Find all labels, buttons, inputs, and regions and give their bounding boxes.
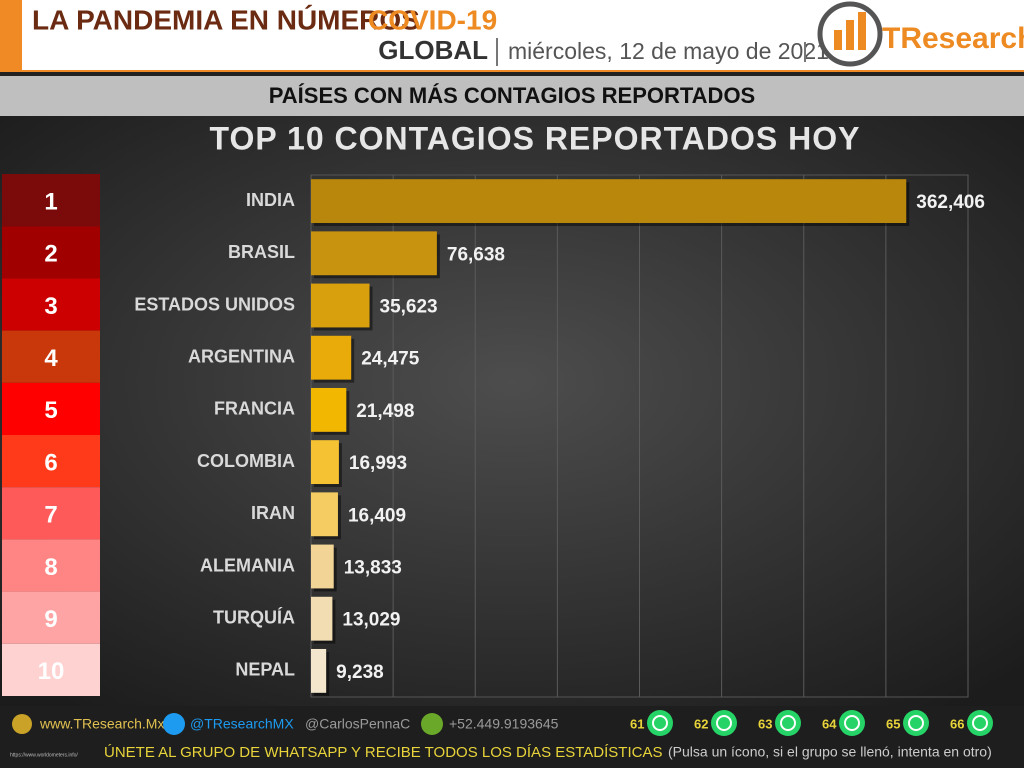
category-label: INDIA <box>246 190 295 210</box>
footer-source: https://www.worldometers.info/ <box>10 752 78 758</box>
value-label: 13,833 <box>344 558 402 579</box>
rank: 8 <box>44 554 57 581</box>
whatsapp-icon[interactable] <box>839 710 865 736</box>
value-label: 362,406 <box>916 192 985 213</box>
whatsapp-icon[interactable] <box>647 710 673 736</box>
rank-box <box>2 539 100 592</box>
bar <box>311 231 437 276</box>
bar <box>311 544 334 589</box>
category-label: ESTADOS UNIDOS <box>134 294 295 314</box>
group-number: 64 <box>822 716 837 731</box>
bar <box>311 387 347 432</box>
footer-cta: ÚNETE AL GRUPO DE WHATSAPP Y RECIBE TODO… <box>104 744 662 761</box>
category-label: IRAN <box>251 503 295 523</box>
logo-bar <box>858 12 866 50</box>
whatsapp-icon-inner <box>716 715 732 731</box>
value-label: 76,638 <box>447 244 505 265</box>
whatsapp-icon-inner <box>972 715 988 731</box>
value-label: 9,238 <box>336 662 384 683</box>
group-number: 62 <box>694 716 708 731</box>
category-label: BRASIL <box>228 242 295 262</box>
bar <box>311 492 338 537</box>
rank-box <box>2 591 100 644</box>
rank: 9 <box>44 606 57 633</box>
whatsapp-icon[interactable] <box>775 710 801 736</box>
rank: 4 <box>44 345 58 372</box>
value-label: 16,409 <box>348 505 406 526</box>
group-number: 66 <box>950 716 964 731</box>
chart-title: TOP 10 CONTAGIOS REPORTADOS HOY <box>210 120 861 156</box>
rank-box <box>2 382 100 435</box>
whatsapp-icon-inner <box>844 715 860 731</box>
rank: 7 <box>44 502 57 529</box>
category-label: COLOMBIA <box>197 451 295 471</box>
value-label: 24,475 <box>361 349 420 370</box>
rank-box <box>2 330 100 383</box>
bar <box>311 440 339 485</box>
logo-bar <box>834 30 842 50</box>
footer-web[interactable]: www.TResearch.Mx <box>39 716 164 732</box>
bar <box>311 648 327 693</box>
rank-box <box>2 278 100 331</box>
phone-icon <box>421 713 443 735</box>
whatsapp-icon-inner <box>780 715 796 731</box>
rank-box <box>2 226 100 279</box>
rank-box <box>2 487 100 540</box>
plot: 1 INDIA 362,406 2 BRASIL 76,638 3 ESTADOS UNIDO… <box>2 174 985 698</box>
rank: 6 <box>44 449 57 476</box>
twitter-icon <box>163 713 185 735</box>
rank-box <box>2 174 100 227</box>
footer-phone: +52.449.9193645 <box>449 716 559 732</box>
footer-cta-note: (Pulsa un ícono, si el grupo se llenó, i… <box>668 744 992 760</box>
logo-bar <box>846 20 854 50</box>
category-label: ALEMANIA <box>200 555 295 575</box>
bar <box>311 283 370 328</box>
value-label: 35,623 <box>380 297 438 318</box>
category-label: TURQUÍA <box>213 606 295 627</box>
logo-ring <box>817 1 883 67</box>
footer-twitter[interactable]: @TResearchMX <box>190 716 294 732</box>
web-icon <box>12 714 32 734</box>
banner: PAÍSES CON MÁS CONTAGIOS REPORTADOS <box>269 83 755 108</box>
footer-author: @CarlosPennaC <box>305 716 410 732</box>
group-number: 63 <box>758 716 772 731</box>
rank: 10 <box>38 658 65 685</box>
whatsapp-icon[interactable] <box>967 710 993 736</box>
category-label: FRANCIA <box>214 399 295 419</box>
whatsapp-icon-inner <box>908 715 924 731</box>
rank: 3 <box>44 293 57 320</box>
category-label: NEPAL <box>235 660 295 680</box>
value-label: 16,993 <box>349 453 407 474</box>
group-number: 61 <box>630 716 644 731</box>
whatsapp-icon[interactable] <box>903 710 929 736</box>
rank: 2 <box>44 241 57 268</box>
whatsapp-icon[interactable] <box>711 710 737 736</box>
header-accent: COVID-19 <box>368 4 497 35</box>
whatsapp-icon-inner <box>652 715 668 731</box>
whatsapp-groups: 61 62 63 64 65 66 <box>630 710 993 736</box>
header-title: LA PANDEMIA EN NÚMEROS <box>32 4 420 35</box>
header-date: miércoles, 12 de mayo de 2021 <box>508 38 829 64</box>
bar <box>311 179 907 224</box>
value-label: 13,029 <box>342 610 400 631</box>
rank: 1 <box>44 188 57 215</box>
rank-box <box>2 435 100 488</box>
banner-bg <box>0 76 1024 116</box>
category-label: ARGENTINA <box>188 346 295 366</box>
bar <box>311 596 333 641</box>
header-scope: GLOBAL <box>378 35 488 65</box>
logo-text: TResearch <box>882 22 1024 55</box>
bar <box>311 335 352 380</box>
rank: 5 <box>44 397 57 424</box>
group-number: 65 <box>886 716 900 731</box>
rank-box <box>2 643 100 696</box>
value-label: 21,498 <box>356 401 414 422</box>
header-strip <box>0 0 22 72</box>
